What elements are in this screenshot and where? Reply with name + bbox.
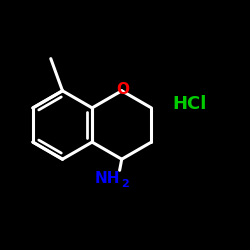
Text: 2: 2 (121, 179, 129, 189)
Text: NH: NH (95, 172, 120, 186)
Text: O: O (116, 82, 130, 97)
Text: HCl: HCl (172, 95, 207, 113)
